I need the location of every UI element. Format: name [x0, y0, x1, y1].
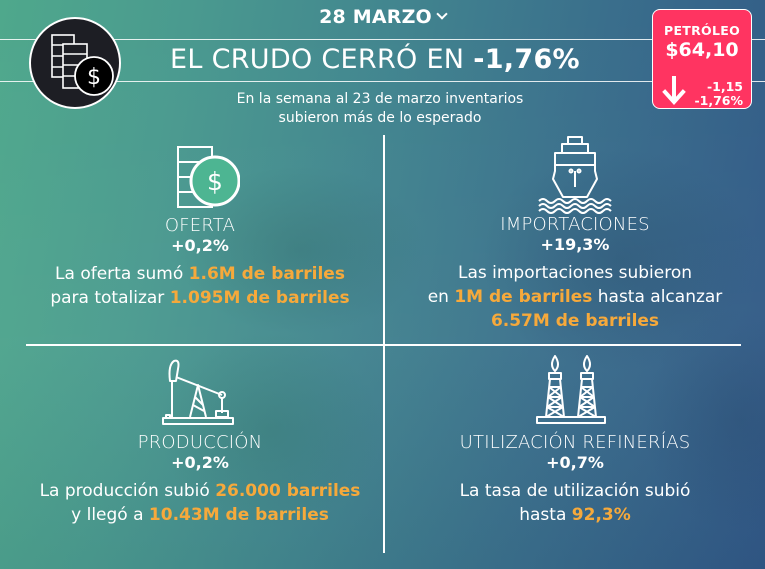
quote-change-abs: -1,15 [706, 79, 743, 94]
subtitle: En la semana al 23 de marzo inventarios … [200, 90, 560, 128]
section-refinerias: UTILIZACIÓN REFINERÍAS +0,7% La tasa de … [390, 355, 760, 527]
refinerias-title: UTILIZACIÓN REFINERÍAS [459, 432, 691, 453]
arrow-down-icon [662, 76, 686, 105]
refinerias-highlight: 92,3% [571, 505, 631, 525]
oferta-highlight: 1.6M de barriles [188, 264, 345, 284]
logo: $ [29, 17, 121, 109]
quote-price: $64,10 [665, 39, 739, 61]
oferta-highlight: 1.095M de barriles [169, 288, 350, 308]
header-rule-bottom-right [752, 81, 765, 82]
oferta-text: La oferta sumó [55, 264, 189, 284]
produccion-text: La producción subió [39, 481, 216, 501]
quote-label: PETRÓLEO [663, 23, 740, 38]
importaciones-description: Las importaciones subieron en 1M de barr… [390, 261, 760, 333]
oil-barrels-dollar-icon: $ [51, 34, 114, 96]
importaciones-pct: +19,3% [540, 235, 610, 254]
quote-change: -1,15 -1,76% [694, 80, 743, 108]
refinerias-text: La tasa de utilización subió [459, 481, 691, 501]
svg-text:$: $ [87, 65, 101, 90]
headline-prefix: EL CRUDO CERRÓ EN [170, 44, 474, 75]
refinerias-description: La tasa de utilización subió hasta 92,3% [390, 479, 760, 527]
subtitle-line-1: En la semana al 23 de marzo inventarios [236, 91, 524, 107]
oferta-description: La oferta sumó 1.6M de barriles para tot… [20, 262, 380, 310]
importaciones-title: IMPORTACIONES [500, 214, 650, 235]
oferta-pct: +0,2% [171, 236, 229, 255]
svg-text:$: $ [207, 167, 223, 196]
produccion-highlight: 10.43M de barriles [148, 505, 329, 525]
oil-price-card: PETRÓLEO $64,10 -1,15 -1,76% [652, 9, 752, 109]
refinerias-text: hasta [519, 505, 572, 525]
quote-change-pct: -1,76% [694, 93, 743, 108]
importaciones-highlight: 6.57M de barriles [490, 311, 660, 331]
produccion-highlight: 26.000 barriles [215, 481, 361, 501]
oferta-text: para totalizar [50, 288, 170, 308]
date-selector[interactable]: 28 MARZO [0, 6, 765, 28]
refinery-towers-icon [536, 355, 606, 424]
importaciones-text: Las importaciones subieron [457, 263, 693, 283]
produccion-title: PRODUCCIÓN [137, 432, 263, 453]
header-rule-top [0, 39, 652, 40]
ship-icon [538, 136, 612, 214]
refinerias-pct: +0,7% [546, 453, 604, 472]
oferta-title: OFERTA [164, 215, 236, 236]
barrels-dollar-icon: $ [177, 146, 240, 208]
headline-value: -1,76% [473, 44, 580, 75]
page-title: EL CRUDO CERRÓ EN -1,76% [170, 44, 580, 75]
section-oferta: $ OFERTA +0,2% La oferta sumó 1.6M de ba… [20, 144, 380, 310]
produccion-text: y llegó a [71, 505, 149, 525]
produccion-description: La producción subió 26.000 barriles y ll… [20, 479, 380, 527]
horizontal-divider [26, 344, 741, 346]
date-label: 28 MARZO [319, 6, 432, 28]
importaciones-text: en [427, 287, 455, 307]
chevron-down-icon [436, 8, 448, 20]
subtitle-line-2: subieron más de lo esperado [278, 110, 482, 126]
pumpjack-icon [162, 359, 234, 425]
section-importaciones: IMPORTACIONES +19,3% Las importaciones s… [390, 135, 760, 333]
importaciones-highlight: 1M de barriles [454, 287, 593, 307]
section-produccion: PRODUCCIÓN +0,2% La producción subió 26.… [20, 355, 380, 527]
produccion-pct: +0,2% [171, 453, 229, 472]
header-rule-bottom [0, 81, 652, 82]
header-rule-top-right [752, 39, 765, 40]
importaciones-text: hasta alcanzar [592, 287, 723, 307]
